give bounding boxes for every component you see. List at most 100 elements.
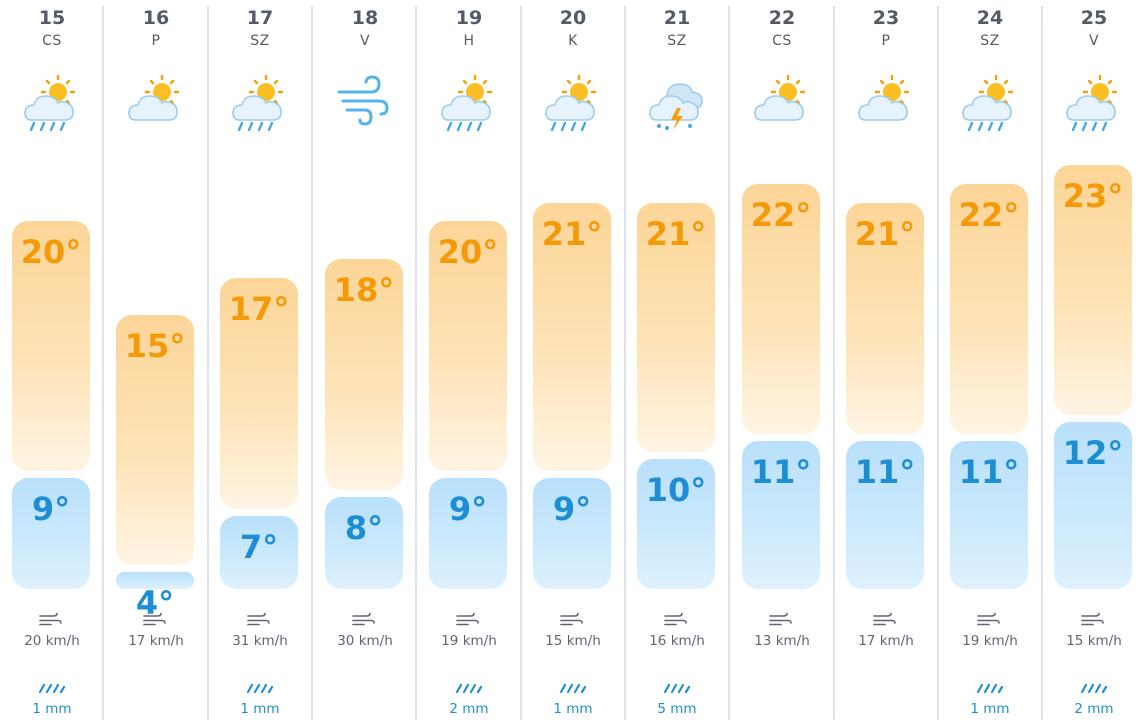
high-temp: 21° [645, 214, 707, 253]
day-date: 20 [559, 7, 587, 29]
column-divider [415, 6, 417, 720]
wind-speed: 19 km/h [441, 633, 497, 649]
day-column-15[interactable]: 15 CS 20° 9° 20 km/h 1 mm [0, 0, 104, 726]
day-weekday: CS [772, 33, 792, 49]
rain-icon [245, 679, 274, 694]
high-temp-bar: 17° [220, 277, 298, 509]
wind-icon [768, 612, 794, 628]
rain-sun-icon [22, 70, 82, 132]
day-date: 25 [1080, 7, 1108, 29]
low-temp: 9° [31, 490, 71, 529]
day-weekday: H [463, 33, 475, 49]
wind-speed: 13 km/h [754, 633, 810, 649]
low-temp: 11° [750, 452, 812, 491]
wind-speed: 30 km/h [337, 633, 393, 649]
wind-icon [663, 612, 689, 628]
day-column-19[interactable]: 19 H 20° 9° 19 km/h 2 mm [417, 0, 521, 726]
high-temp-bar: 20° [12, 221, 90, 472]
day-column-21[interactable]: 21 SZ 21° 10° 16 km/h 5 mm [625, 0, 729, 726]
low-temp: 8° [344, 509, 384, 547]
wind-icon [872, 612, 898, 628]
low-temp-bar: 7° [220, 515, 298, 589]
column-divider [1041, 6, 1043, 720]
wind-icon [976, 612, 1002, 628]
day-weekday: V [1088, 33, 1100, 49]
day-weekday: V [359, 33, 371, 49]
day-column-16[interactable]: 16 P 15° 4° 17 km/h [104, 0, 208, 726]
partly-cloudy-icon [126, 70, 186, 132]
rain-icon [37, 679, 66, 694]
low-temp: 11° [854, 452, 916, 491]
precipitation: 1 mm [240, 701, 280, 717]
low-temp-bar: 9° [12, 478, 90, 589]
day-date: 22 [768, 7, 796, 29]
precipitation: 1 mm [553, 701, 593, 717]
low-temp-bar: 4° [116, 572, 194, 622]
low-temp: 11° [958, 452, 1020, 491]
wind-icon [142, 612, 168, 628]
high-temp: 22° [958, 195, 1020, 234]
column-divider [102, 6, 104, 720]
rain-icon [454, 679, 483, 694]
day-column-18[interactable]: 18 V 18° 8° 30 km/h [313, 0, 417, 726]
day-weekday: CS [42, 33, 62, 49]
column-divider [833, 6, 835, 720]
high-temp-bar: 21° [846, 202, 924, 434]
low-temp-bar: 10° [637, 459, 715, 589]
high-temp: 22° [750, 195, 812, 234]
rain-sun-icon [960, 70, 1020, 132]
day-weekday: SZ [980, 33, 1000, 49]
low-temp-bar: 8° [325, 497, 403, 589]
wind-icon [1080, 612, 1106, 628]
day-date: 21 [663, 7, 691, 29]
day-weekday: SZ [667, 33, 687, 49]
low-temp-bar: 11° [950, 440, 1028, 589]
day-column-17[interactable]: 17 SZ 17° 7° 31 km/h 1 mm [208, 0, 312, 726]
low-temp-bar: 9° [429, 478, 507, 589]
day-column-23[interactable]: 23 P 21° 11° 17 km/h [834, 0, 938, 726]
wind-speed: 16 km/h [649, 633, 705, 649]
wind-icon [335, 70, 395, 132]
column-divider [728, 6, 730, 720]
high-temp-bar: 21° [533, 202, 611, 472]
precipitation: 1 mm [970, 701, 1010, 717]
day-weekday: P [151, 33, 161, 49]
day-date: 17 [246, 7, 274, 29]
low-temp-bar: 12° [1054, 421, 1132, 589]
high-temp: 21° [854, 214, 916, 253]
wind-icon [38, 612, 64, 628]
day-column-25[interactable]: 25 V 23° 12° 15 km/h 2 mm [1042, 0, 1145, 726]
low-temp: 7° [239, 527, 279, 566]
precipitation: 1 mm [32, 701, 72, 717]
low-temp-bar: 11° [742, 440, 820, 589]
low-temp: 9° [448, 490, 488, 529]
day-column-24[interactable]: 24 SZ 22° 11° 19 km/h 1 mm [938, 0, 1042, 726]
day-date: 24 [976, 7, 1004, 29]
high-temp: 20° [437, 233, 499, 272]
day-weekday: K [568, 33, 578, 49]
high-temp-bar: 15° [116, 315, 194, 566]
column-divider [311, 6, 313, 720]
rain-icon [558, 679, 587, 694]
high-temp: 23° [1062, 177, 1124, 215]
wind-speed: 17 km/h [858, 633, 914, 649]
high-temp-bar: 22° [742, 183, 820, 434]
day-column-20[interactable]: 20 K 21° 9° 15 km/h 1 mm [521, 0, 625, 726]
high-temp: 21° [541, 214, 603, 253]
low-temp: 9° [552, 490, 592, 529]
low-temp: 10° [645, 471, 707, 510]
precipitation: 5 mm [657, 701, 697, 717]
high-temp-bar: 23° [1054, 165, 1132, 415]
rain-sun-icon [543, 70, 603, 132]
wind-speed: 31 km/h [232, 633, 288, 649]
day-column-22[interactable]: 22 CS 22° 11° 13 km/h [730, 0, 834, 726]
wind-speed: 15 km/h [545, 633, 601, 649]
wind-icon [351, 612, 377, 628]
high-temp-bar: 21° [637, 202, 715, 453]
column-divider [937, 6, 939, 720]
precipitation: 2 mm [449, 701, 489, 717]
precipitation: 2 mm [1074, 701, 1114, 717]
partly-cloudy-icon [752, 70, 812, 132]
high-temp-bar: 18° [325, 259, 403, 490]
day-date: 23 [872, 7, 900, 29]
